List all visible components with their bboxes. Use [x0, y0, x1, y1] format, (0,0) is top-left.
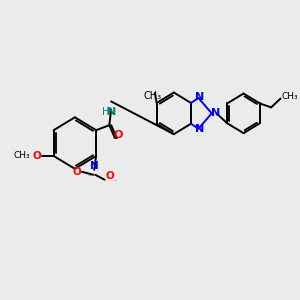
Text: O: O: [106, 171, 114, 181]
Text: O: O: [72, 167, 81, 177]
Text: CH₃: CH₃: [14, 152, 30, 160]
Text: N: N: [195, 92, 204, 102]
Text: ⁻: ⁻: [88, 172, 92, 181]
Text: ⁻: ⁻: [112, 177, 116, 186]
Text: O: O: [33, 151, 41, 161]
Text: O: O: [113, 130, 122, 140]
Text: CH₃: CH₃: [281, 92, 298, 101]
Text: CH₃: CH₃: [144, 91, 162, 101]
Text: N: N: [90, 161, 99, 171]
Text: N: N: [195, 124, 204, 134]
Text: N: N: [211, 108, 220, 118]
Text: H: H: [102, 107, 109, 117]
Text: N: N: [106, 107, 116, 117]
